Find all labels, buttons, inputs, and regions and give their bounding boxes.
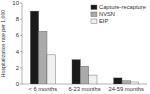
- y-tick: [20, 35, 22, 36]
- legend: Capture-recaptureNVSNEIP: [91, 4, 146, 24]
- y-tick-label: 8: [16, 16, 20, 22]
- y-tick: [20, 19, 22, 20]
- y-tick: [20, 3, 22, 4]
- y-tick: [20, 67, 22, 68]
- y-axis-line: [22, 3, 23, 84]
- y-tick-label: 0: [16, 81, 20, 87]
- y-tick-label: 10: [12, 0, 19, 6]
- y-axis: 0 2 4 6 8 10: [12, 0, 147, 87]
- y-tick: [20, 51, 22, 52]
- legend-swatch: [91, 19, 97, 24]
- y-axis-label: Hospitalization rate per 1,000: [0, 10, 6, 78]
- legend-label: NVSN: [99, 11, 115, 17]
- bar: [122, 81, 130, 84]
- bar: [80, 66, 88, 84]
- x-tick-label: 24-59 months: [108, 86, 144, 92]
- legend-swatch: [91, 12, 97, 17]
- bar: [89, 75, 97, 84]
- y-tick-label: 4: [16, 49, 20, 55]
- bar: [130, 82, 138, 84]
- x-tick-label: 6-23 months: [68, 86, 100, 92]
- y-tick: [20, 84, 22, 85]
- bar: [47, 55, 55, 84]
- legend-label: Capture-recapture: [99, 4, 146, 10]
- legend-swatch: [91, 5, 97, 10]
- bar: [39, 31, 47, 84]
- bar: [30, 11, 38, 84]
- bars: [30, 11, 138, 84]
- bar: [114, 78, 122, 84]
- legend-label: EIP: [99, 18, 108, 24]
- chart-container: 0 2 4 6 8 10 Hospitalization rate per 1,000 < 6…: [0, 0, 150, 94]
- chart: 0 2 4 6 8 10 Hospitalization rate per 1,000 < 6…: [0, 0, 150, 94]
- bar: [72, 60, 80, 84]
- y-tick-label: 6: [16, 32, 20, 38]
- y-tick-label: 2: [16, 65, 20, 71]
- x-tick-label: < 6 months: [28, 86, 57, 92]
